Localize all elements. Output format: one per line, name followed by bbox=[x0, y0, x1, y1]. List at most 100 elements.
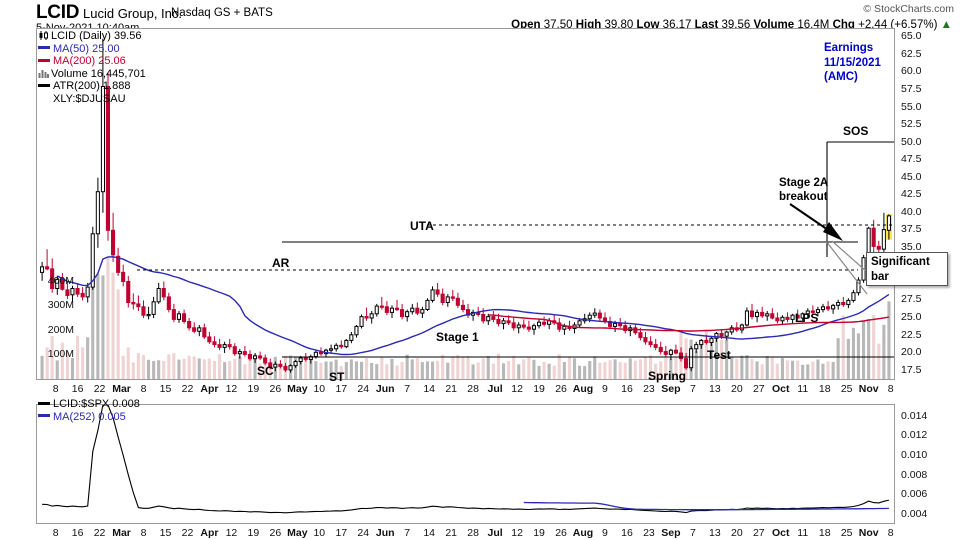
change-up-arrow-icon: ▲ bbox=[940, 19, 952, 31]
date-tick-label: 25 bbox=[840, 383, 853, 395]
candle-body bbox=[689, 348, 694, 369]
candle-body bbox=[146, 314, 151, 317]
candle-body bbox=[90, 233, 95, 288]
volume-bar bbox=[486, 356, 490, 379]
candle-body bbox=[481, 314, 486, 322]
candle-body bbox=[709, 337, 714, 343]
ratio-tick-label: 0.008 bbox=[901, 468, 928, 481]
ma252-line bbox=[523, 501, 889, 511]
date-tick-label: 22 bbox=[93, 383, 106, 395]
date-tick-label: 12 bbox=[511, 527, 523, 539]
volume-bar bbox=[228, 360, 232, 379]
legend-ratio-row: XLY:$DJUSAU bbox=[38, 93, 146, 106]
price-chart-svg bbox=[40, 38, 894, 379]
volume-bar bbox=[182, 358, 186, 379]
volume-bar bbox=[451, 356, 455, 379]
volume-bar bbox=[593, 356, 597, 379]
volume-bar bbox=[537, 365, 541, 379]
candle-body bbox=[531, 325, 536, 330]
candle-body bbox=[633, 327, 638, 334]
date-tick-label: 20 bbox=[730, 527, 743, 539]
candle-body bbox=[212, 341, 217, 346]
volume-bar bbox=[212, 361, 216, 379]
volume-bar bbox=[654, 363, 658, 379]
volume-bar bbox=[821, 363, 825, 379]
candle-body bbox=[121, 271, 126, 282]
legend-atr-row: ATR(200) 1.888 bbox=[38, 80, 146, 93]
candle-body bbox=[694, 344, 699, 350]
candle-body bbox=[126, 281, 131, 303]
volume-bar bbox=[349, 359, 353, 379]
volume-bar bbox=[101, 275, 105, 379]
volume-bar bbox=[796, 360, 800, 379]
date-tick-label: 26 bbox=[555, 527, 567, 539]
candle-body bbox=[197, 327, 202, 332]
candle-body bbox=[846, 299, 851, 306]
volume-bar bbox=[674, 357, 678, 379]
volume-bar bbox=[882, 324, 886, 379]
volume-bar bbox=[851, 327, 855, 379]
legend-lower-ratio-label: LCID:$SPX 0.008 bbox=[53, 398, 140, 410]
earnings-line-2: 11/15/2021 bbox=[824, 56, 881, 69]
volume-bar bbox=[380, 357, 384, 379]
price-tick-label: 17.5 bbox=[901, 363, 922, 376]
lps-label: LPS bbox=[795, 311, 819, 325]
date-tick-label: Apr bbox=[200, 527, 219, 539]
candle-body bbox=[156, 288, 161, 303]
ma252-swatch-icon bbox=[38, 414, 50, 418]
volume-bar bbox=[45, 347, 49, 379]
date-tick-label: 15 bbox=[159, 383, 172, 395]
volume-bar bbox=[547, 363, 551, 379]
volume-bar bbox=[162, 361, 166, 379]
volume-bar bbox=[872, 314, 876, 379]
volume-tick-label: 300M bbox=[47, 299, 74, 312]
candle-body bbox=[790, 314, 795, 320]
candle-body bbox=[886, 215, 892, 231]
volume-bar bbox=[725, 339, 729, 379]
candle-body bbox=[151, 301, 156, 315]
candle-body bbox=[389, 307, 394, 313]
ratio-chart-pane[interactable] bbox=[36, 404, 895, 524]
legend-ma200-label: MA(200) 25.06 bbox=[53, 55, 126, 68]
volume-bar bbox=[248, 357, 252, 379]
price-chart-pane[interactable] bbox=[36, 28, 895, 380]
st-label: ST bbox=[329, 370, 345, 384]
volume-tick-label: 400M bbox=[47, 275, 74, 288]
date-tick-label: 11 bbox=[797, 383, 809, 395]
main-chart-legend: LCID (Daily) 39.56 MA(50) 25.00 MA(200) … bbox=[38, 30, 146, 106]
candle-body bbox=[176, 313, 181, 320]
candle-body bbox=[587, 314, 592, 320]
candle-body bbox=[55, 278, 60, 289]
volume-bar bbox=[714, 339, 718, 379]
volume-bar bbox=[354, 361, 358, 379]
volume-bar bbox=[765, 356, 769, 379]
wyckoff-structure-lines bbox=[137, 141, 894, 358]
candle-body bbox=[303, 357, 308, 360]
candle-body bbox=[374, 305, 379, 315]
volume-bar bbox=[238, 356, 242, 379]
volume-bar bbox=[466, 356, 470, 379]
volume-bar bbox=[268, 363, 272, 379]
candle-body bbox=[795, 314, 800, 319]
candle-body bbox=[141, 306, 146, 316]
volume-bar bbox=[96, 274, 100, 379]
candle-body bbox=[744, 310, 750, 326]
date-tick-label: 22 bbox=[181, 383, 194, 395]
volume-bar bbox=[471, 364, 475, 379]
date-tick-label: 28 bbox=[467, 383, 479, 395]
date-tick-label: 7 bbox=[689, 527, 696, 539]
candle-body bbox=[719, 332, 724, 337]
volume-bar bbox=[770, 357, 774, 379]
date-tick-label: 28 bbox=[467, 527, 479, 539]
significant-bar-line-1: Significant bbox=[871, 256, 930, 268]
candle-body bbox=[557, 322, 562, 330]
date-tick-label: 16 bbox=[71, 527, 84, 539]
candle-body bbox=[668, 349, 673, 355]
volume-bar bbox=[167, 354, 171, 379]
date-tick-label: 22 bbox=[93, 527, 106, 539]
date-tick-label: 14 bbox=[423, 383, 436, 395]
candle-body bbox=[486, 316, 491, 322]
price-tick-label: 52.5 bbox=[901, 118, 922, 131]
date-tick-label: 8 bbox=[887, 527, 894, 539]
candle-body bbox=[400, 309, 405, 318]
